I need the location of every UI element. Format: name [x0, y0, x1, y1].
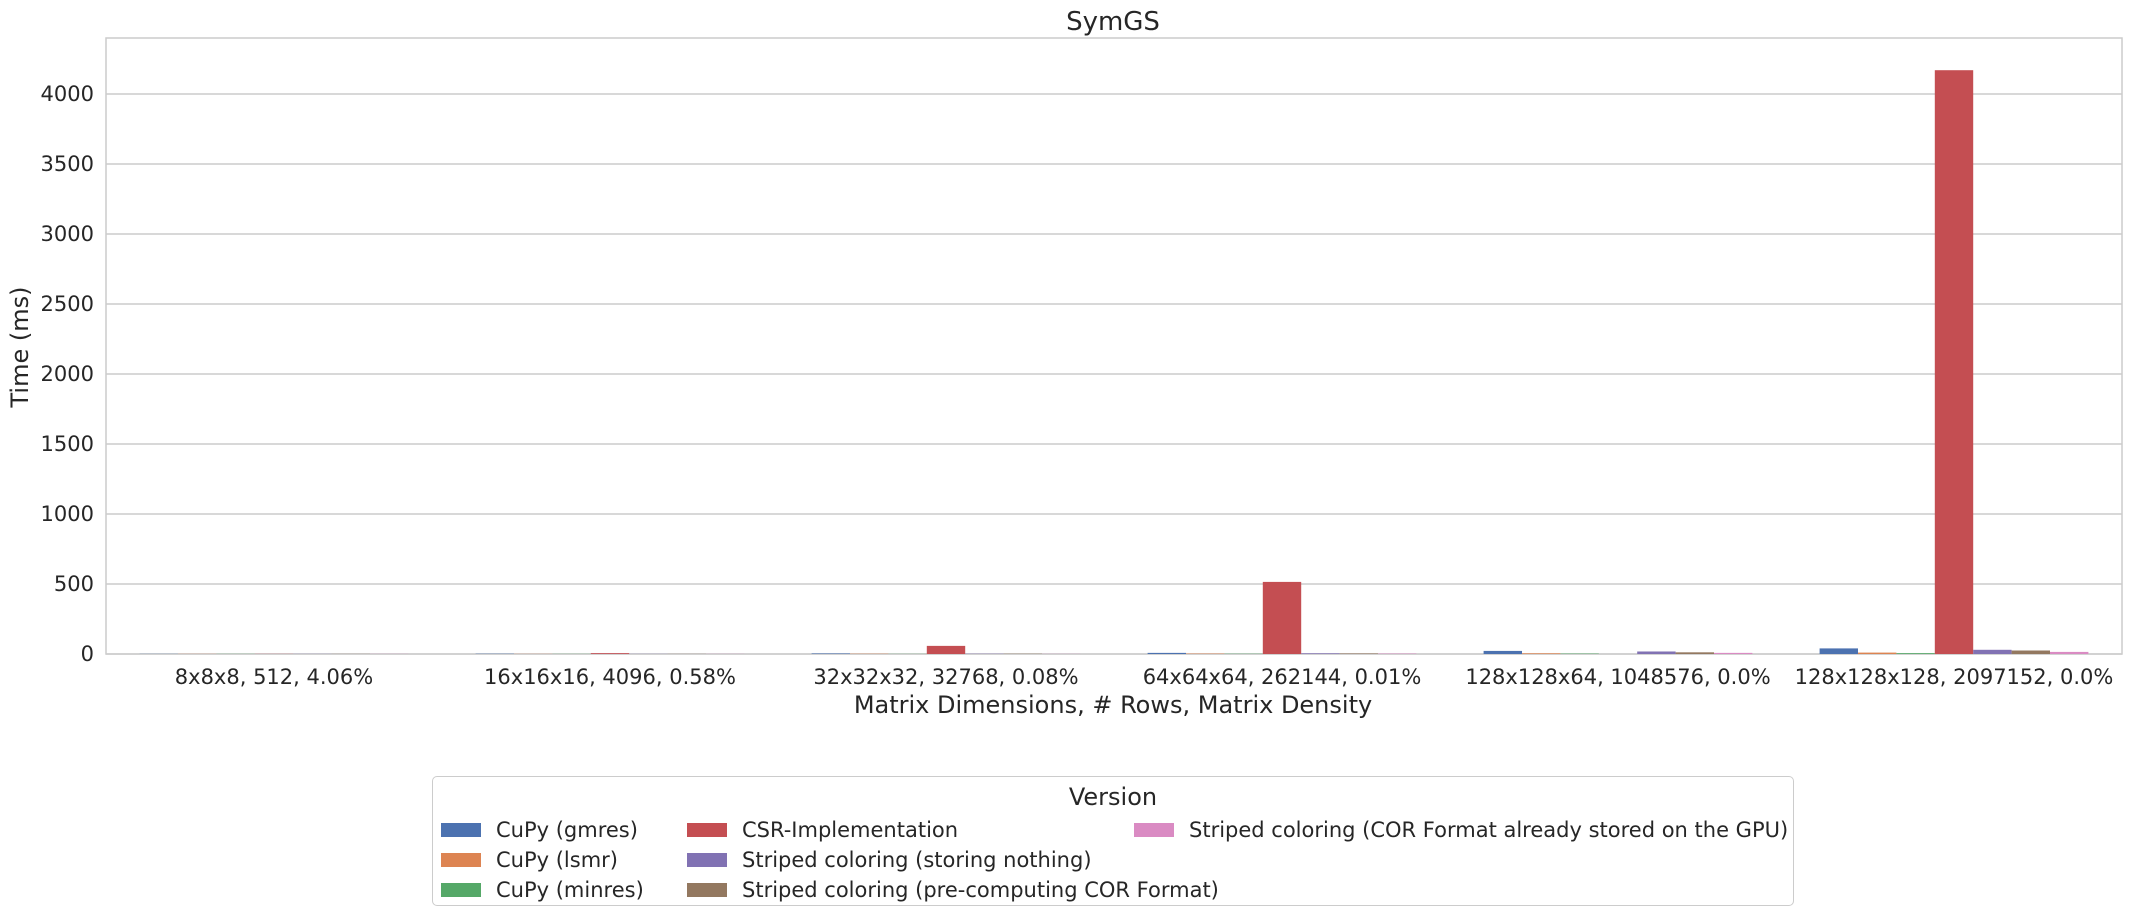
legend-swatch: [441, 883, 481, 897]
legend: Version CuPy (gmres) CuPy (lsmr) CuPy (min…: [432, 776, 1794, 906]
bar: [1483, 650, 1522, 654]
y-tick-label: 1000: [41, 502, 94, 526]
bars: [139, 70, 2089, 654]
bar: [2050, 651, 2089, 654]
x-tick-label: 128x128x64, 1048576, 0.0%: [1465, 665, 1770, 689]
bar: [1339, 653, 1378, 654]
bar: [1714, 652, 1753, 654]
y-tick-label: 0: [81, 642, 94, 666]
legend-swatch: [441, 853, 481, 867]
legend-item: Striped coloring (pre-computing COR Form…: [687, 875, 1219, 905]
legend-item: Striped coloring (COR Format already sto…: [1134, 815, 1788, 845]
y-tick-label: 3000: [41, 222, 94, 246]
legend-item: CuPy (lsmr): [441, 845, 618, 875]
y-tick-label: 2000: [41, 362, 94, 386]
legend-swatch: [441, 823, 481, 837]
legend-label: CSR-Implementation: [742, 818, 959, 842]
legend-item: Striped coloring (storing nothing): [687, 845, 1092, 875]
bar: [1675, 652, 1714, 654]
y-tick-label: 2500: [41, 292, 94, 316]
y-tick-labels: 0 500 1000 1500 2000 2500 3000 3500 4000: [41, 82, 94, 666]
legend-item: CuPy (gmres): [441, 815, 638, 845]
legend-swatch: [687, 853, 727, 867]
y-tick-label: 1500: [41, 432, 94, 456]
bar: [1896, 653, 1935, 654]
x-tick-label: 16x16x16, 4096, 0.58%: [484, 665, 736, 689]
legend-swatch: [687, 823, 727, 837]
legend-label: CuPy (gmres): [496, 818, 638, 842]
legend-label: CuPy (minres): [496, 878, 644, 902]
x-tick-label: 64x64x64, 262144, 0.01%: [1143, 665, 1422, 689]
x-tick-labels: 8x8x8, 512, 4.06% 16x16x16, 4096, 0.58% 32…: [175, 665, 2114, 689]
bar: [2011, 650, 2050, 654]
bar: [1637, 651, 1676, 654]
bar: [1262, 581, 1302, 654]
bar: [1522, 653, 1561, 654]
y-axis-label: Time (ms): [6, 287, 34, 409]
legend-label: Striped coloring (COR Format already sto…: [1189, 818, 1789, 842]
bar: [1819, 648, 1858, 654]
bar: [1147, 652, 1186, 654]
x-axis-label: Matrix Dimensions, # Rows, Matrix Densit…: [854, 691, 1372, 719]
bar: [1858, 652, 1897, 654]
bar: [590, 653, 630, 654]
legend-item: CSR-Implementation: [687, 815, 958, 845]
bar: [1934, 70, 1974, 654]
x-tick-label: 8x8x8, 512, 4.06%: [175, 665, 373, 689]
y-tick-label: 500: [54, 572, 94, 596]
bar: [811, 653, 850, 654]
gridlines: [106, 93, 2122, 655]
bar: [1973, 649, 2012, 654]
legend-swatch: [687, 883, 727, 897]
x-tick-label: 32x32x32, 32768, 0.08%: [813, 665, 1078, 689]
y-tick-label: 3500: [41, 152, 94, 176]
y-tick-label: 4000: [41, 82, 94, 106]
legend-label: CuPy (lsmr): [496, 848, 618, 872]
legend-title: Version: [1068, 783, 1158, 811]
x-tick-label: 128x128x128, 2097152, 0.0%: [1795, 665, 2114, 689]
bar: [926, 645, 966, 654]
legend-label: Striped coloring (storing nothing): [742, 848, 1092, 872]
legend-label: Striped coloring (pre-computing COR Form…: [742, 878, 1219, 902]
bar: [1301, 653, 1340, 654]
plot-background: [105, 37, 2123, 655]
legend-swatch: [1134, 823, 1174, 837]
legend-item: CuPy (minres): [441, 875, 644, 905]
chart-title: SymGS: [1066, 7, 1160, 37]
